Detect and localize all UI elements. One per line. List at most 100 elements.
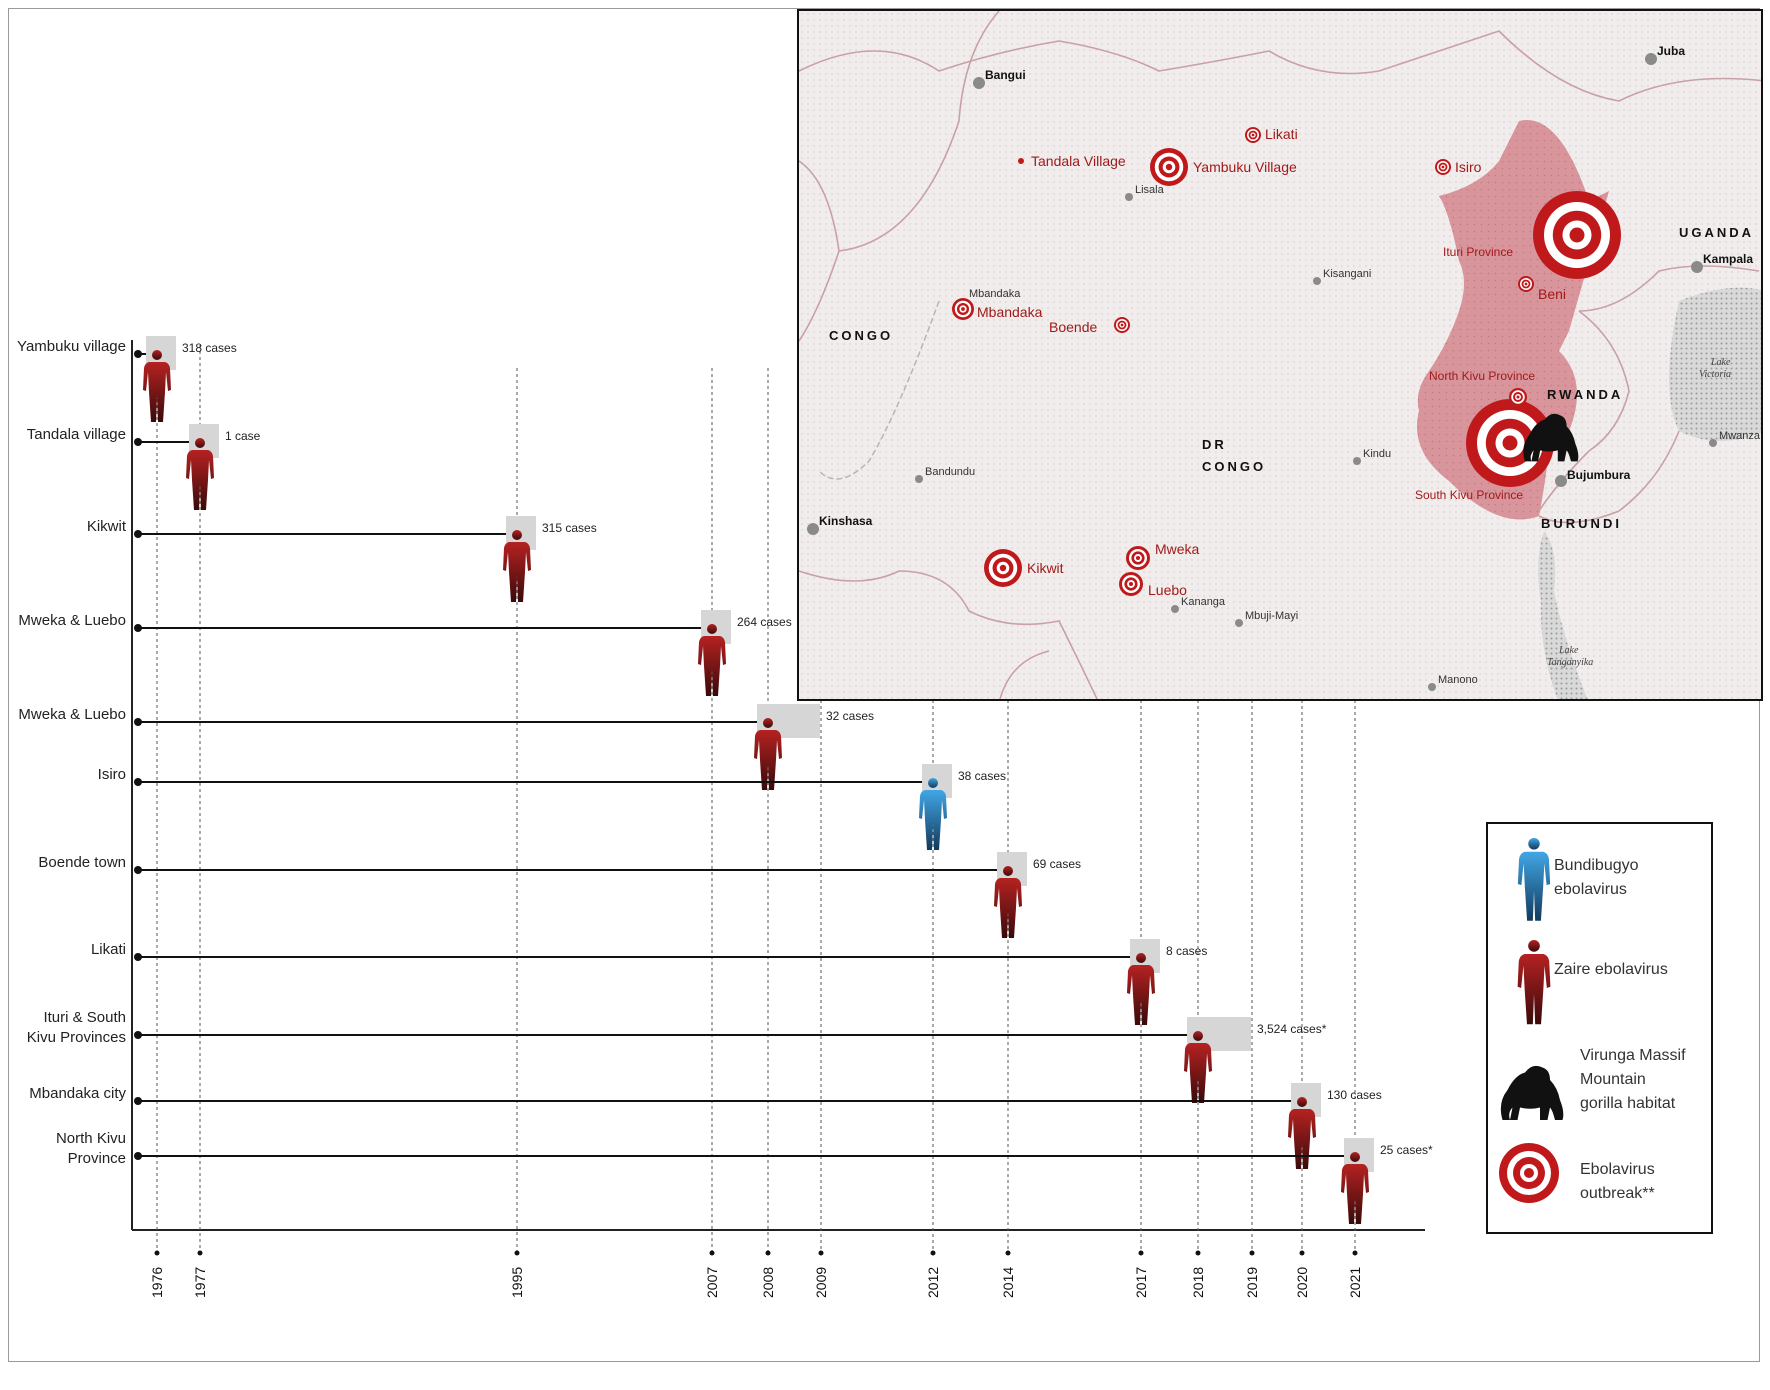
outbreak-site-label: Yambuku Village <box>1193 159 1297 175</box>
legend: Bundibugyo ebolavirus Zaire ebolavirus Vi… <box>1486 822 1713 1234</box>
legend-item-outbreak: Ebolavirus outbreak** <box>1580 1161 1655 1202</box>
outbreak-target-icon <box>1114 317 1130 333</box>
city-label: Bandundu <box>925 466 975 478</box>
year-label-2012: 2012 <box>925 1267 941 1298</box>
city-marker <box>1691 261 1703 273</box>
outbreak-row: 69 cases Boende town <box>38 852 1081 938</box>
map-labels: Bangui Juba Kampala Kinshasa Bujumbura Lisala… <box>807 44 1761 691</box>
city-marker <box>973 77 985 89</box>
cases-label: 264 cases <box>737 615 792 629</box>
lake-victoria <box>1669 287 1761 441</box>
cases-label: 130 cases <box>1327 1088 1382 1102</box>
row-dot <box>134 953 142 961</box>
city-label: Mwanza <box>1719 430 1761 442</box>
year-tick-2021 <box>1352 1250 1358 1256</box>
outbreak-site-label: Boende <box>1049 319 1097 335</box>
cases-label: 3,524 cases* <box>1257 1022 1327 1036</box>
blue-figure-icon <box>1517 838 1551 921</box>
province-label: South Kivu Province <box>1415 488 1523 502</box>
year-label-2009: 2009 <box>813 1267 829 1298</box>
outbreak-row: 3,524 cases* Ituri & South Kivu Provinces <box>27 1009 1327 1103</box>
city-label: Kampala <box>1703 252 1753 266</box>
location-label: Province <box>68 1150 126 1167</box>
city-marker <box>807 523 819 535</box>
country-label: UGANDA <box>1679 225 1754 240</box>
lake-tanganyika <box>1538 531 1588 699</box>
location-label: Isiro <box>98 766 126 783</box>
country-label: RWANDA <box>1547 387 1623 402</box>
outbreak-target-icon <box>1150 148 1188 186</box>
outbreak-row: 25 cases* North Kivu Province <box>56 1130 1433 1224</box>
lake-label: Victoria <box>1699 369 1731 380</box>
location-label: Yambuku village <box>17 338 126 355</box>
province-label: North Kivu Province <box>1429 369 1535 383</box>
outbreak-row: 1 case Tandala village <box>27 424 261 510</box>
outbreak-target-icon <box>1119 572 1143 596</box>
outbreak-site-label: Luebo <box>1148 582 1187 598</box>
city-label: Kisangani <box>1323 268 1371 280</box>
year-tick-1977 <box>197 1250 203 1256</box>
location-label: North Kivu <box>56 1130 126 1147</box>
cases-label: 1 case <box>225 429 261 443</box>
cases-label: 69 cases <box>1033 857 1081 871</box>
outbreak-target-icon <box>1509 388 1527 406</box>
lake-label: Tanganyika <box>1547 657 1593 668</box>
location-label: Tandala village <box>27 426 126 443</box>
row-dot <box>134 1097 142 1105</box>
city-label: Juba <box>1657 44 1685 58</box>
outbreak-site-label: Kikwit <box>1027 560 1064 576</box>
year-label-2019: 2019 <box>1244 1267 1260 1298</box>
year-tick-1976 <box>154 1250 160 1256</box>
map-panel: Bangui Juba Kampala Kinshasa Bujumbura Lisala… <box>797 9 1763 701</box>
city-marker <box>1235 619 1243 627</box>
cases-label: 38 cases <box>958 769 1006 783</box>
province-label: Ituri Province <box>1443 245 1513 259</box>
lake-label: Lake <box>1558 645 1579 656</box>
year-label-2018: 2018 <box>1190 1267 1206 1298</box>
year-label-1976: 1976 <box>149 1267 165 1298</box>
row-dot <box>134 1031 142 1039</box>
city-label: Kananga <box>1181 596 1226 608</box>
city-marker <box>1555 475 1567 487</box>
year-tick-2019 <box>1249 1250 1255 1256</box>
year-label-2014: 2014 <box>1000 1267 1016 1298</box>
year-tick-2020 <box>1299 1250 1305 1256</box>
city-label: Kindu <box>1363 448 1391 460</box>
city-marker <box>1313 277 1321 285</box>
city-label: Kinshasa <box>819 514 873 528</box>
outbreak-site-label: Tandala Village <box>1031 153 1126 169</box>
city-marker <box>1428 683 1436 691</box>
city-label: Mbuji-Mayi <box>1245 610 1298 622</box>
city-marker <box>1353 457 1361 465</box>
year-label-2017: 2017 <box>1133 1267 1149 1298</box>
cases-label: 32 cases <box>826 709 874 723</box>
country-label: CONGO <box>829 328 893 343</box>
city-label: Bangui <box>985 68 1026 82</box>
outbreak-site-label: Mbandaka <box>977 304 1043 320</box>
city-marker <box>1645 53 1657 65</box>
legend-item-bundibugyo: Bundibugyo ebolavirus <box>1554 857 1639 898</box>
city-marker <box>1171 605 1179 613</box>
outbreak-target-icon <box>1533 191 1621 279</box>
outbreak-target-icon <box>1435 159 1451 175</box>
year-tick-2007 <box>709 1250 715 1256</box>
cases-label: 8 cases <box>1166 944 1207 958</box>
outbreak-target-icon <box>1126 546 1150 570</box>
year-label-2021: 2021 <box>1347 1267 1363 1298</box>
year-tick-2008 <box>765 1250 771 1256</box>
country-label: DR <box>1202 437 1227 452</box>
year-label-2007: 2007 <box>704 1267 720 1298</box>
country-label: CONGO <box>1202 459 1266 474</box>
outbreak-row: 264 cases Mweka & Luebo <box>18 610 792 696</box>
cases-label: 318 cases <box>182 341 237 355</box>
city-marker <box>1709 439 1717 447</box>
location-label: Mweka & Luebo <box>18 706 126 723</box>
red-figure-icon <box>1517 940 1551 1025</box>
city-label: Bujumbura <box>1567 468 1631 482</box>
row-dot <box>134 778 142 786</box>
outbreak-site-label: Beni <box>1538 286 1566 302</box>
outbreak-row: 38 cases Isiro <box>98 764 1006 850</box>
year-tick-2009 <box>818 1250 824 1256</box>
city-marker <box>1125 193 1133 201</box>
